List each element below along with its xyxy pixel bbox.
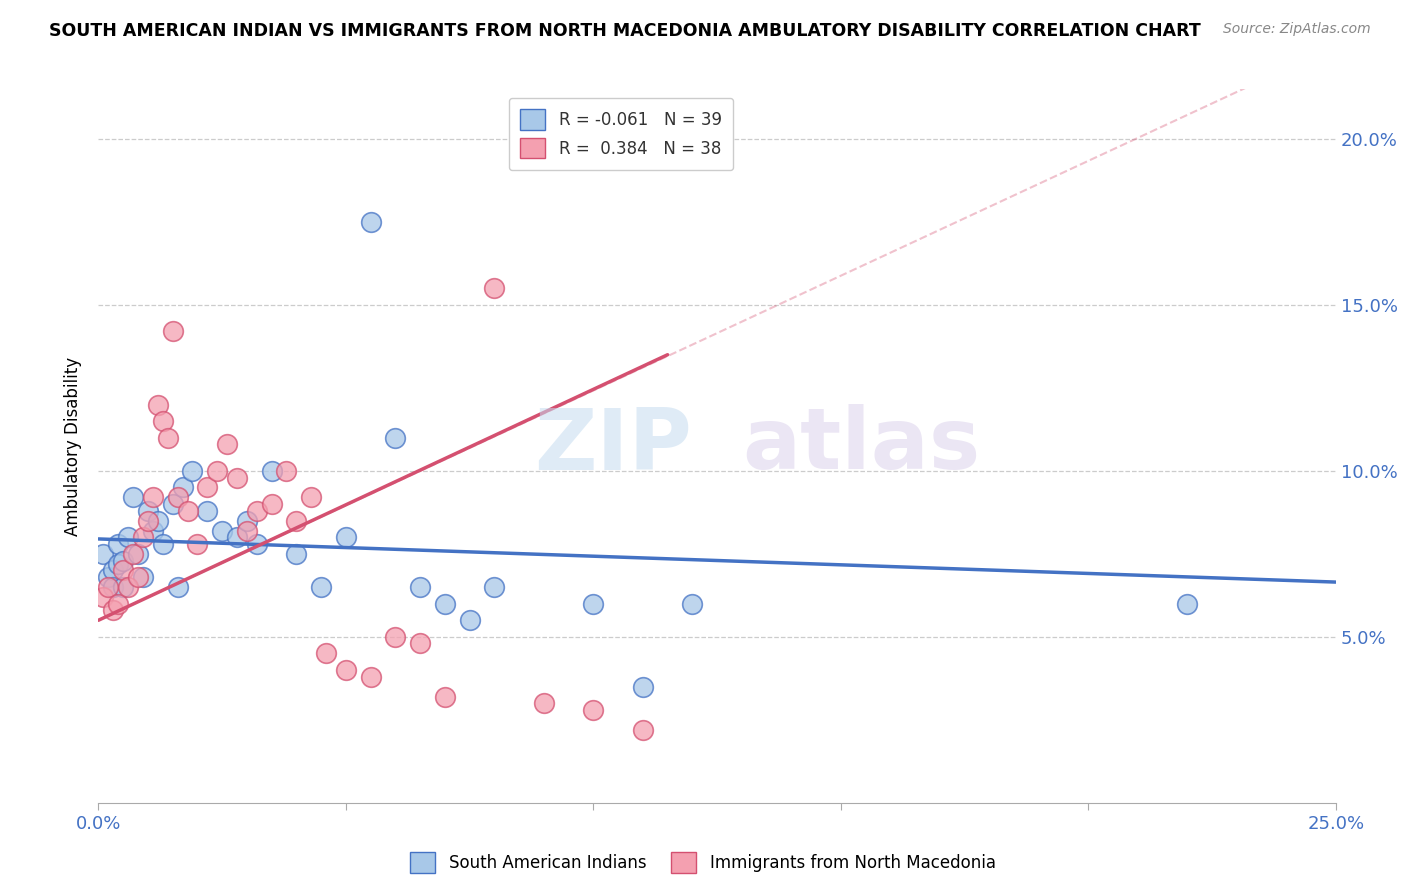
- Point: [107, 557, 129, 571]
- Point: [260, 464, 283, 478]
- Point: [152, 414, 174, 428]
- Point: [433, 597, 456, 611]
- Point: [146, 397, 169, 411]
- Point: [582, 597, 605, 611]
- Point: [458, 613, 481, 627]
- Point: [142, 491, 165, 505]
- Point: [122, 491, 145, 505]
- Point: [226, 470, 249, 484]
- Point: [97, 580, 120, 594]
- Point: [631, 680, 654, 694]
- Point: [103, 603, 125, 617]
- Point: [384, 431, 406, 445]
- Point: [162, 497, 184, 511]
- Point: [136, 514, 159, 528]
- Point: [1175, 597, 1198, 611]
- Point: [166, 580, 188, 594]
- Point: [409, 636, 432, 650]
- Point: [117, 580, 139, 594]
- Point: [122, 547, 145, 561]
- Point: [360, 670, 382, 684]
- Point: [93, 590, 115, 604]
- Point: [112, 564, 135, 578]
- Point: [152, 537, 174, 551]
- Point: [285, 514, 308, 528]
- Point: [260, 497, 283, 511]
- Point: [246, 504, 269, 518]
- Point: [226, 530, 249, 544]
- Point: [484, 281, 506, 295]
- Point: [146, 514, 169, 528]
- Point: [93, 547, 115, 561]
- Y-axis label: Ambulatory Disability: Ambulatory Disability: [65, 357, 83, 535]
- Point: [533, 696, 555, 710]
- Point: [107, 537, 129, 551]
- Point: [112, 553, 135, 567]
- Point: [384, 630, 406, 644]
- Point: [172, 481, 194, 495]
- Point: [681, 597, 703, 611]
- Point: [211, 524, 233, 538]
- Point: [484, 580, 506, 594]
- Point: [631, 723, 654, 737]
- Point: [409, 580, 432, 594]
- Point: [103, 580, 125, 594]
- Point: [181, 464, 204, 478]
- Point: [127, 547, 149, 561]
- Point: [236, 524, 259, 538]
- Point: [205, 464, 228, 478]
- Point: [315, 647, 337, 661]
- Point: [246, 537, 269, 551]
- Point: [97, 570, 120, 584]
- Point: [132, 570, 155, 584]
- Point: [107, 597, 129, 611]
- Point: [117, 530, 139, 544]
- Text: atlas: atlas: [742, 404, 980, 488]
- Point: [162, 325, 184, 339]
- Point: [335, 663, 357, 677]
- Point: [309, 580, 332, 594]
- Point: [433, 690, 456, 704]
- Point: [136, 504, 159, 518]
- Text: ZIP: ZIP: [534, 404, 692, 488]
- Point: [156, 431, 179, 445]
- Point: [299, 491, 322, 505]
- Point: [132, 530, 155, 544]
- Point: [236, 514, 259, 528]
- Point: [195, 504, 218, 518]
- Text: SOUTH AMERICAN INDIAN VS IMMIGRANTS FROM NORTH MACEDONIA AMBULATORY DISABILITY C: SOUTH AMERICAN INDIAN VS IMMIGRANTS FROM…: [49, 22, 1201, 40]
- Point: [127, 570, 149, 584]
- Point: [142, 524, 165, 538]
- Point: [195, 481, 218, 495]
- Point: [166, 491, 188, 505]
- Point: [360, 215, 382, 229]
- Point: [176, 504, 198, 518]
- Point: [112, 580, 135, 594]
- Point: [582, 703, 605, 717]
- Point: [186, 537, 208, 551]
- Point: [335, 530, 357, 544]
- Point: [217, 437, 239, 451]
- Legend: R = -0.061   N = 39, R =  0.384   N = 38: R = -0.061 N = 39, R = 0.384 N = 38: [509, 97, 734, 169]
- Legend: South American Indians, Immigrants from North Macedonia: South American Indians, Immigrants from …: [404, 846, 1002, 880]
- Point: [285, 547, 308, 561]
- Text: Source: ZipAtlas.com: Source: ZipAtlas.com: [1223, 22, 1371, 37]
- Point: [103, 564, 125, 578]
- Point: [276, 464, 298, 478]
